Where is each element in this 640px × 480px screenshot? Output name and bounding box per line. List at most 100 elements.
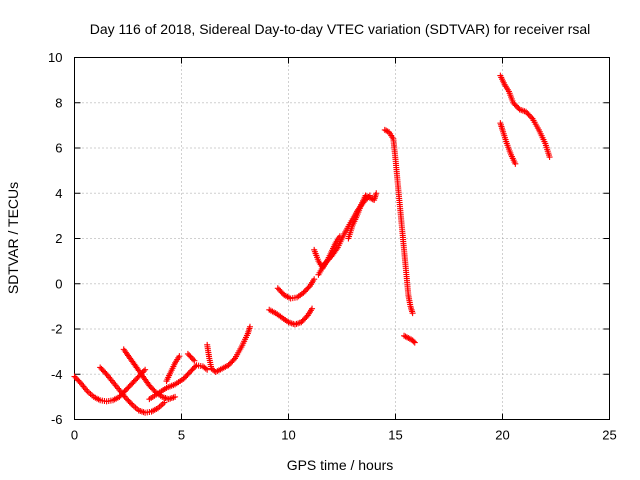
data-point	[134, 374, 141, 381]
data-point	[410, 338, 417, 345]
data-point	[133, 376, 140, 383]
y-tick-label: 6	[55, 141, 62, 156]
data-point	[122, 387, 129, 394]
data-point	[187, 353, 194, 360]
series-arc-16	[497, 120, 519, 167]
y-tick-label: 10	[48, 50, 62, 65]
series-arc-3	[120, 346, 179, 403]
series-arc-12	[345, 190, 380, 242]
data-point	[190, 364, 197, 371]
data-point	[514, 103, 521, 110]
grid	[74, 57, 610, 420]
data-point	[304, 285, 311, 292]
data-point	[324, 257, 331, 264]
series-arc-14	[401, 332, 418, 346]
chart-title: Day 116 of 2018, Sidereal Day-to-day VTE…	[90, 21, 591, 37]
data-point	[188, 354, 195, 361]
data-point	[190, 356, 197, 363]
series-arc-15	[497, 72, 553, 161]
data-point	[228, 359, 235, 366]
data-point	[274, 285, 281, 292]
data-point	[321, 260, 328, 267]
data-point	[184, 371, 191, 378]
data-point	[300, 289, 307, 296]
data-point	[512, 160, 519, 167]
data-point	[191, 357, 198, 364]
data-point	[325, 256, 332, 263]
data-point	[187, 368, 194, 375]
data-point	[124, 385, 131, 392]
y-tick-label: 0	[55, 276, 62, 291]
data-point	[226, 360, 233, 367]
data-point	[97, 364, 104, 371]
series-arc-2	[97, 364, 168, 416]
data-point	[142, 366, 149, 373]
data-point	[511, 101, 518, 108]
series-arc-8	[266, 305, 316, 328]
data-point	[185, 370, 192, 377]
data-point	[230, 356, 237, 363]
y-tick-label: -6	[51, 412, 63, 427]
data-point	[71, 373, 78, 380]
data-point	[74, 376, 81, 383]
data-point	[146, 382, 153, 389]
data-point	[176, 353, 183, 360]
x-tick-label: 0	[71, 428, 78, 443]
data-point	[127, 400, 134, 407]
series-arc-13	[381, 126, 416, 317]
data-point	[75, 377, 82, 384]
data-point	[102, 369, 109, 376]
x-tick-label: 15	[388, 428, 402, 443]
data-point	[300, 316, 307, 323]
data-point	[147, 383, 154, 390]
data-point	[278, 289, 285, 296]
data-point	[204, 366, 211, 373]
y-axis-title: SDTVAR / TECUs	[5, 182, 21, 294]
data-point	[131, 377, 138, 384]
data-point	[298, 319, 305, 326]
data-point	[116, 393, 123, 400]
data-point	[526, 112, 533, 119]
data-point	[409, 310, 416, 317]
data-point	[323, 259, 330, 266]
data-point	[192, 363, 199, 370]
x-tick-label: 20	[495, 428, 509, 443]
data-point	[76, 378, 83, 385]
data-point	[373, 190, 380, 197]
data-point	[525, 111, 532, 118]
data-point	[126, 383, 133, 390]
data-point	[148, 385, 155, 392]
data-point	[311, 276, 318, 283]
data-point	[303, 287, 310, 294]
data-point	[276, 286, 283, 293]
data-point	[186, 352, 193, 359]
data-point	[127, 381, 134, 388]
data-point	[180, 375, 187, 382]
data-point	[277, 287, 284, 294]
data-point	[202, 365, 209, 372]
data-point	[305, 284, 312, 291]
series-arc-7	[204, 323, 253, 375]
series-arc-6	[184, 350, 198, 364]
data-point	[181, 374, 188, 381]
data-point	[189, 366, 196, 373]
data-point	[246, 323, 253, 330]
plot-frame	[74, 57, 610, 420]
y-tick-label: -2	[51, 322, 63, 337]
series-arc-1	[71, 366, 149, 405]
y-tick-label: 4	[55, 186, 62, 201]
data-point	[524, 110, 531, 117]
data-point	[301, 288, 308, 295]
data-point	[161, 399, 168, 406]
data-point	[150, 386, 157, 393]
y-tick-label: -4	[51, 367, 63, 382]
data-point	[188, 367, 195, 374]
data-point	[225, 362, 232, 369]
data-point	[528, 114, 535, 121]
data-point	[309, 305, 316, 312]
data-point	[299, 317, 306, 324]
data-point	[303, 313, 310, 320]
data-point	[546, 154, 553, 161]
data-point	[99, 367, 106, 374]
